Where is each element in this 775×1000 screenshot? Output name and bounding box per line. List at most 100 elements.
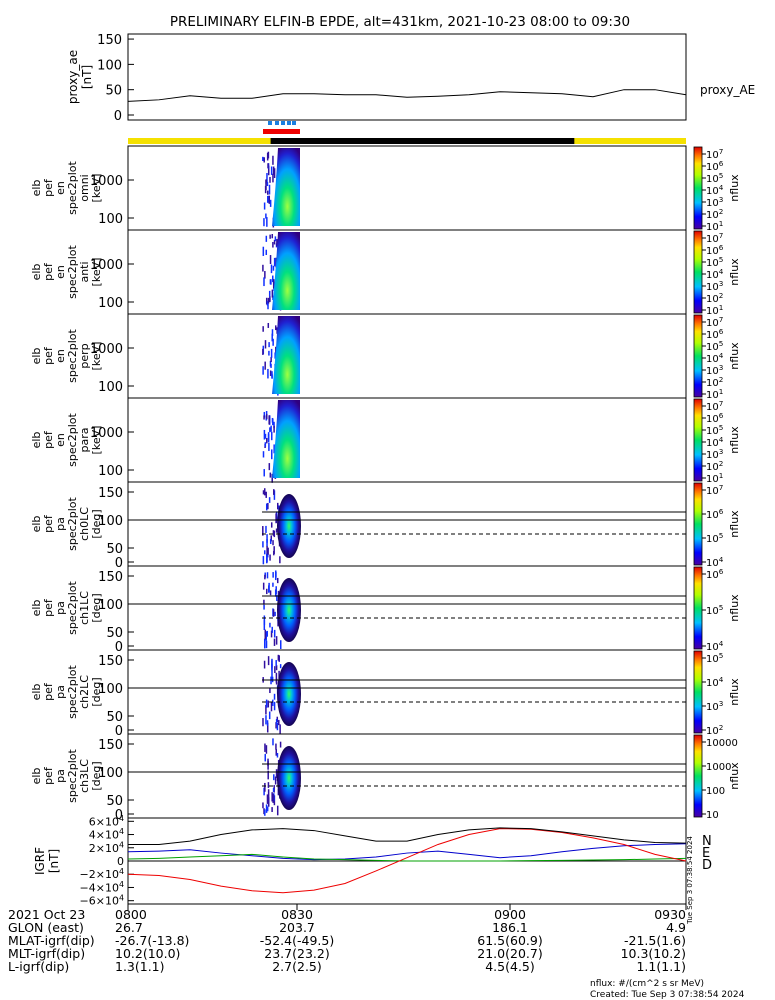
cbar-label: 105	[706, 423, 723, 437]
spec-pixel	[273, 421, 275, 429]
spec-pixel	[265, 631, 268, 641]
ytick-label: 100	[98, 514, 123, 529]
colorbar	[693, 566, 703, 650]
ytick-label: 100	[98, 464, 123, 479]
ytick-label: 50	[106, 626, 123, 641]
ylabel-line: pef	[42, 430, 55, 449]
ylabel-line: ch1LC	[78, 591, 91, 625]
cbar-label: 103	[706, 195, 723, 209]
igrf-series-absBabs	[128, 827, 687, 845]
ylabel-line: [deg]	[90, 677, 103, 706]
col-value: 26.7	[115, 920, 143, 935]
ylabel-line: pa	[54, 601, 67, 615]
igrf-legend-N: N	[702, 834, 712, 849]
spec-pixel	[279, 556, 281, 564]
spec-pixel	[266, 152, 269, 161]
cbar-label: 102	[706, 459, 723, 473]
spec-pixel	[273, 257, 276, 267]
pa-blob	[277, 494, 301, 558]
cbar-label: 102	[706, 291, 723, 305]
ae-ytick-label: 150	[97, 33, 122, 48]
igrf-ytick-label: −4×104	[80, 880, 124, 894]
ylabel-line: spec2plot	[66, 581, 79, 635]
cbar-title: nflux	[728, 594, 741, 622]
spec-pixel	[269, 370, 272, 376]
ytick-label: 1000	[90, 342, 123, 357]
colorbar	[693, 398, 703, 482]
spec-pixel	[264, 782, 266, 792]
bar-blue-mark	[292, 121, 296, 125]
spec-pixel	[279, 724, 281, 734]
spec-pixel	[270, 535, 273, 542]
status-bars	[128, 121, 686, 144]
spec-pixel	[276, 805, 279, 816]
pa-blob	[277, 578, 301, 642]
col-value: 4.9	[666, 920, 686, 935]
panel-7: 150 100 500 elb pef pa spec2plot ch3LC [deg] 1000…	[30, 733, 741, 823]
spec-pixel	[272, 279, 275, 285]
spec-pixel	[265, 503, 268, 511]
spec-pixel	[266, 545, 268, 555]
ylabel-line: elb	[30, 180, 43, 197]
proxy-ae-panel: 150 100 50 0 proxy_ae [nT] proxy_AE	[66, 33, 755, 124]
spec-pixel	[262, 802, 264, 809]
spec-pixel	[274, 611, 276, 616]
ytick-label: 100	[98, 682, 123, 697]
ylabel-line: pef	[42, 682, 55, 701]
spec-pixel	[275, 769, 278, 778]
ylabel-line: pef	[42, 514, 55, 533]
ylabel-line: spec2plot	[66, 665, 79, 719]
spec-pixel	[266, 301, 269, 306]
ylabel-line: para	[78, 428, 91, 453]
pa-blob	[277, 662, 301, 726]
spec-pixel	[262, 366, 264, 375]
ylabel-line: [deg]	[90, 593, 103, 622]
spec-pixel	[264, 574, 266, 580]
cbar-label: 103	[706, 363, 723, 377]
spec-pixel	[271, 333, 273, 342]
col-value: 10.3(10.2)	[621, 946, 686, 961]
spec-pixel	[267, 322, 270, 328]
spec-pixel	[274, 666, 276, 674]
spec-pixel	[264, 340, 267, 349]
spec-pixel	[263, 411, 266, 418]
ytick-label: 50	[106, 794, 123, 809]
col-time: 0800	[115, 907, 147, 922]
spec-pixel	[270, 264, 273, 274]
cbar-label: 104	[706, 555, 724, 569]
spec-pixel	[269, 199, 272, 207]
bar-red	[263, 129, 300, 134]
ytick-label: 1000	[90, 426, 123, 441]
spec-pixel	[263, 469, 265, 477]
cbar-label: 105	[706, 651, 723, 665]
spec-pixel	[263, 604, 265, 610]
spec-pixel	[271, 234, 274, 239]
cbar-label: 106	[706, 159, 724, 173]
spec-pixel	[262, 326, 264, 332]
spec-pixel	[265, 704, 267, 715]
footnote-units: nflux: #/(cm^2 s sr MeV)	[590, 979, 704, 989]
pa-blob	[277, 746, 301, 810]
col-value: -52.4(-49.5)	[260, 933, 334, 948]
cbar-label: 106	[706, 243, 724, 257]
ylabel-line: ch0LC	[78, 507, 91, 541]
igrf-ytick-label: 4×104	[89, 827, 124, 841]
spec-pixel	[263, 620, 266, 631]
spec-pixel	[262, 348, 264, 355]
spec-pixel	[266, 534, 268, 543]
spec-pixel	[269, 176, 271, 183]
spec-pixel	[266, 572, 269, 579]
spec-pixel	[268, 463, 271, 471]
spec-pixel	[272, 699, 274, 706]
igrf-ylabel: IGRF	[33, 847, 47, 875]
spec-pixel	[269, 297, 271, 303]
spec-pixel	[270, 522, 273, 528]
cbar-label: 105	[706, 531, 723, 545]
spec-pixel	[265, 553, 268, 564]
spec-pixel	[264, 629, 267, 640]
spec-pixel	[270, 425, 272, 432]
spec-pixel	[267, 547, 269, 555]
cbar-label: 104	[706, 435, 724, 449]
